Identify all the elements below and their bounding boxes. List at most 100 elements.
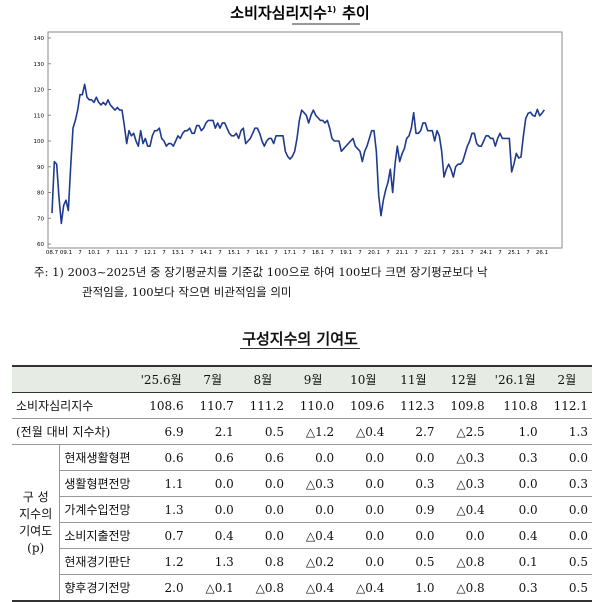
- cell: △0.4: [338, 574, 389, 602]
- y-tick-label: 120: [34, 88, 45, 94]
- cell: △0.3: [438, 444, 489, 471]
- table-row: 가계수입전망 1.3 0.0 0.0 0.0 0.0 0.9 △0.4 0.0 0.0: [12, 496, 592, 523]
- cell: △0.3: [438, 470, 489, 497]
- y-tick-label: 90: [37, 165, 44, 171]
- cell: △2.5: [438, 418, 489, 445]
- cell: 110.8: [488, 392, 542, 419]
- cell: 0.0: [338, 522, 389, 549]
- title-suffix: 추이: [342, 4, 370, 22]
- cell: 1.1: [134, 470, 188, 497]
- cell: 0.5: [541, 548, 592, 575]
- cell: 0.9: [388, 496, 439, 523]
- x-tick-label: 19.1: [340, 250, 352, 256]
- cell: 0.3: [488, 444, 542, 471]
- cell: △0.4: [438, 496, 489, 523]
- cell: 112.1: [541, 392, 592, 419]
- table-row: 소비지출전망 0.7 0.4 0.0 △0.4 0.0 0.0 0.0 0.4 0.0: [12, 522, 592, 549]
- x-tick-label: 7: [526, 250, 530, 256]
- y-tick-label: 110: [34, 113, 45, 119]
- table: '25.6월 7월 8월 9월 10월 11월 12월 '26.1월 2월 소비자심리지수 108.…: [12, 365, 592, 602]
- cell: 111.2: [237, 392, 288, 419]
- x-tick-label: 7: [470, 250, 474, 256]
- cell: △0.1: [187, 574, 238, 602]
- title-sup: 1): [327, 5, 336, 14]
- group-label-line: (p): [27, 540, 45, 555]
- corner-cell: [12, 365, 135, 393]
- cell: 0.0: [287, 496, 339, 523]
- x-tick-label: 14.1: [200, 250, 212, 256]
- cell: 0.5: [237, 418, 288, 445]
- cell: 1.0: [388, 574, 439, 602]
- x-tick-label: 7: [106, 250, 110, 256]
- row-label: 소비자심리지수: [12, 392, 135, 419]
- column-header: 11월: [388, 365, 439, 393]
- cell: 0.5: [541, 574, 592, 602]
- column-header: 9월: [287, 365, 339, 393]
- table-title: 구성지수의 기여도: [0, 328, 600, 349]
- column-header: 10월: [338, 365, 389, 393]
- y-tick-label: 80: [37, 191, 44, 197]
- cell: 0.0: [187, 470, 238, 497]
- table-row: 현재경기판단 1.2 1.3 0.8 △0.2 0.0 0.5 △0.8 0.1 0.5: [12, 548, 592, 575]
- x-tick-label: 7: [386, 250, 390, 256]
- note: 주: 1) 2003~2025년 중 장기평균치를 기준값 100으로 하여 1…: [34, 262, 488, 302]
- cell: 110.0: [287, 392, 339, 419]
- cell: 0.0: [287, 444, 339, 471]
- cell: 1.3: [541, 418, 592, 445]
- column-header: 8월: [237, 365, 288, 393]
- cell: 0.6: [134, 444, 188, 471]
- x-tick-label: 7: [274, 250, 278, 256]
- line-series: [51, 83, 545, 225]
- chart-title: 소비자심리지수1) 추이: [230, 4, 369, 22]
- x-tick-label: 13.1: [172, 250, 184, 256]
- x-tick-label: 7: [78, 250, 82, 256]
- cell: △0.8: [237, 574, 288, 602]
- x-tick-label: 24.1: [480, 250, 492, 256]
- x-tick-label: 15.1: [228, 250, 240, 256]
- row-label: 소비지출전망: [59, 522, 135, 549]
- note-prefix: 주: 1): [34, 265, 64, 279]
- cell: 0.1: [488, 548, 542, 575]
- group-label-line: 지수의: [19, 506, 53, 521]
- cell: 2.0: [134, 574, 188, 602]
- cell: 0.6: [237, 444, 288, 471]
- cell: 0.0: [541, 444, 592, 471]
- cell: 0.7: [134, 522, 188, 549]
- cell: 0.5: [388, 548, 439, 575]
- row-label: 현재생활형편: [59, 444, 135, 471]
- cell: 0.4: [187, 522, 238, 549]
- x-tick-label: 7: [134, 250, 138, 256]
- x-tick-label: 12.1: [144, 250, 156, 256]
- row-label: 현재경기판단: [59, 548, 135, 575]
- cell: 0.0: [338, 548, 389, 575]
- cell: 0.0: [388, 444, 439, 471]
- x-tick-label: 10.1: [88, 250, 100, 256]
- x-tick-label: 7: [414, 250, 418, 256]
- cell: △0.4: [287, 574, 339, 602]
- y-tick-label: 140: [34, 36, 45, 42]
- table-row: 구 성 지수의 기여도 (p) 현재생활형편 0.6 0.6 0.6 0.0 0.0 0.0 △0.3…: [12, 444, 592, 602]
- cell: 1.3: [134, 496, 188, 523]
- x-tick-label: 25.1: [508, 250, 520, 256]
- row-label: 가계수입전망: [59, 496, 135, 523]
- cell: 0.0: [338, 470, 389, 497]
- cell: △0.8: [438, 574, 489, 602]
- x-tick-label: 7: [442, 250, 446, 256]
- cell: 109.8: [438, 392, 489, 419]
- row-label: 향후경기전망: [59, 574, 135, 602]
- x-tick-label: 26.1: [536, 250, 548, 256]
- x-tick-label: 21.1: [396, 250, 408, 256]
- x-tick-label: 18.1: [312, 250, 324, 256]
- cell: 1.2: [134, 548, 188, 575]
- x-tick-label: 08.7: [46, 250, 59, 256]
- x-tick-label: 7: [358, 250, 362, 256]
- row-label: (전월 대비 지수차): [12, 418, 135, 445]
- column-header: 7월: [187, 365, 238, 393]
- x-tick-label: 7: [218, 250, 222, 256]
- cell: △0.3: [287, 470, 339, 497]
- cell: 2.1: [187, 418, 238, 445]
- x-tick-label: 17.1: [284, 250, 296, 256]
- cell: 0.0: [237, 470, 288, 497]
- table-title-text: 구성지수의 기여도: [240, 330, 360, 349]
- x-tick-label: 7: [498, 250, 502, 256]
